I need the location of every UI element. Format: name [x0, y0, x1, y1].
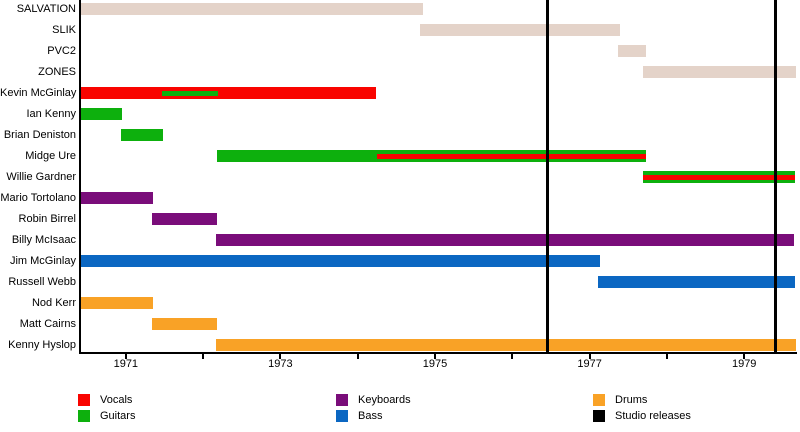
x-axis-tick-label-1971: 1971 [113, 358, 139, 370]
bar-overlay-willie-gardner-vocals [642, 174, 796, 180]
row-label-brian-deniston: Brian Deniston [3, 129, 76, 141]
row-label-salvation: SALVATION [16, 3, 76, 15]
row-label-matt-cairns: Matt Cairns [19, 318, 76, 330]
x-axis-tick-label-1975: 1975 [422, 358, 448, 370]
legend-label-release: Studio releases [615, 410, 691, 422]
x-axis-tick-1973 [279, 354, 282, 359]
legend-label-guitars: Guitars [100, 410, 136, 422]
row-label-kenny-hyslop: Kenny Hyslop [8, 339, 76, 351]
row-label-slik: SLIK [52, 24, 76, 36]
x-axis-tick-1976 [511, 354, 514, 359]
row-label-billy-mcisaac: Billy McIsaac [11, 234, 76, 246]
bar-robin-birrel-keyboards [152, 213, 218, 225]
legend-swatch-guitars [78, 410, 90, 422]
studio-release-line-1 [546, 0, 550, 352]
legend-label-drums: Drums [615, 394, 648, 406]
row-label-mario-tortolano: Mario Tortolano [0, 192, 76, 204]
x-axis-tick-1971 [124, 354, 127, 359]
x-axis-tick-1979 [743, 354, 746, 359]
row-label-midge-ure: Midge Ure [25, 150, 76, 162]
row-label-robin-birrel: Robin Birrel [18, 213, 76, 225]
bar-kevin-mcginlay-vocals [81, 87, 377, 99]
y-axis-line [79, 0, 81, 354]
bar-salvation-band [81, 3, 423, 15]
bar-overlay-midge-ure-vocals [377, 153, 647, 159]
x-axis-tick-1977 [588, 354, 591, 359]
bar-mario-tortolano-keyboards [81, 192, 153, 204]
x-axis-tick-label-1977: 1977 [577, 358, 602, 370]
bar-brian-deniston-guitars [121, 129, 163, 141]
row-label-ian-kenny: Ian Kenny [26, 108, 76, 120]
legend-swatch-vocals [78, 394, 90, 406]
bar-billy-mcisaac-keyboards [216, 234, 794, 246]
x-axis-tick-label-1973: 1973 [268, 358, 293, 370]
bar-zones-band [642, 66, 796, 78]
bar-matt-cairns-drums [152, 318, 218, 330]
legend-swatch-bass [336, 410, 348, 422]
row-label-kevin-mcginlay: Kevin McGinlay [0, 87, 77, 99]
x-axis-tick-1974 [356, 354, 359, 359]
x-axis-line [79, 352, 797, 354]
bar-ian-kenny-guitars [81, 108, 122, 120]
row-label-nod-kerr: Nod Kerr [31, 297, 76, 309]
x-axis-tick-1978 [665, 354, 668, 359]
legend-swatch-release [593, 410, 605, 422]
legend-label-keyboards: Keyboards [358, 394, 411, 406]
bar-jim-mcginlay-bass [81, 255, 600, 267]
x-axis-tick-1972 [202, 354, 205, 359]
legend-swatch-keyboards [336, 394, 348, 406]
bar-pvc2-band [618, 45, 647, 57]
bar-russell-webb-bass [598, 276, 796, 288]
bar-slik-band [420, 24, 620, 36]
bar-nod-kerr-drums [81, 297, 153, 309]
row-label-willie-gardner: Willie Gardner [6, 171, 76, 183]
legend-swatch-drums [593, 394, 605, 406]
studio-release-line-2 [774, 0, 778, 352]
legend-label-vocals: Vocals [100, 394, 133, 406]
legend-label-bass: Bass [358, 410, 383, 422]
row-label-russell-webb: Russell Webb [8, 276, 76, 288]
x-axis-tick-1975 [434, 354, 437, 359]
row-label-pvc2: PVC2 [47, 45, 76, 57]
bar-kenny-hyslop-drums [216, 339, 796, 351]
row-label-zones: ZONES [38, 66, 76, 78]
bar-overlay-kevin-mcginlay-guitars [162, 90, 218, 96]
row-label-jim-mcginlay: Jim McGinlay [9, 255, 76, 267]
x-axis-tick-label-1979: 1979 [731, 358, 757, 370]
